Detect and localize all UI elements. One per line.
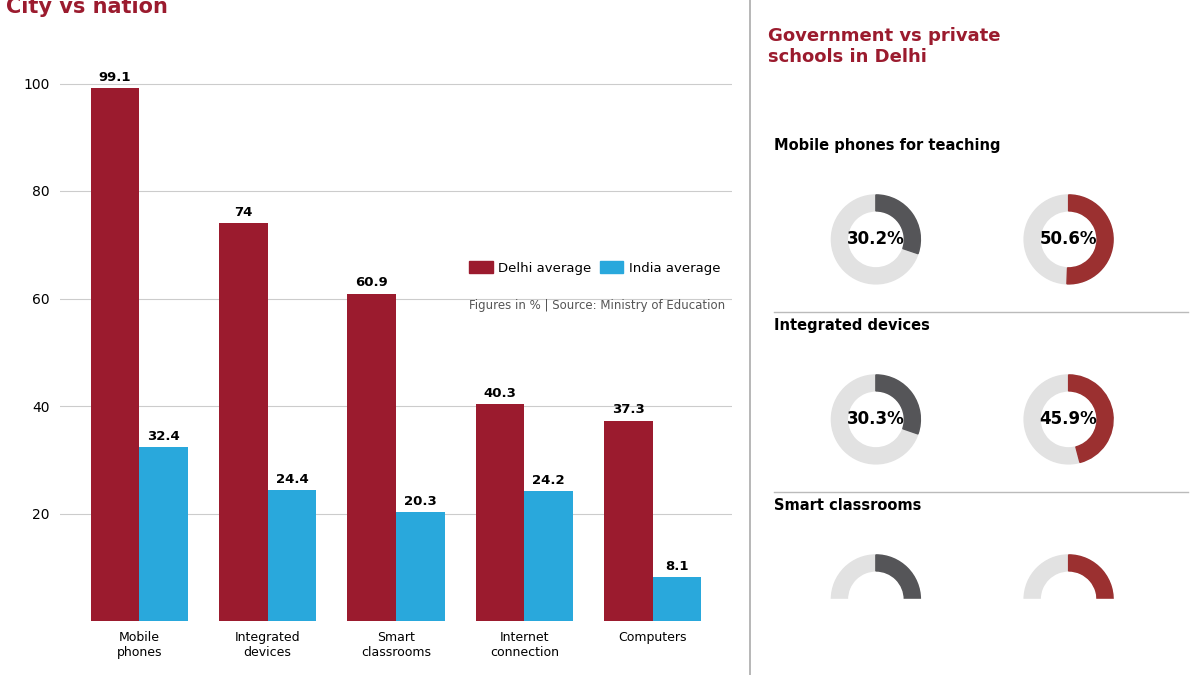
Text: 45.9%: 45.9% [1039, 410, 1098, 429]
Text: 60.9: 60.9 [355, 276, 388, 290]
Text: Government vs private
schools in Delhi: Government vs private schools in Delhi [768, 27, 1001, 65]
Bar [604, 421, 653, 621]
Bar [139, 447, 188, 621]
Wedge shape [832, 375, 920, 464]
Text: Smart classrooms: Smart classrooms [774, 498, 922, 514]
Text: 20.3: 20.3 [404, 495, 437, 508]
Bar [268, 490, 317, 621]
Text: City vs nation: City vs nation [6, 0, 168, 18]
Bar [653, 578, 702, 621]
Wedge shape [1069, 375, 1114, 462]
Text: 24.4: 24.4 [276, 472, 308, 485]
Wedge shape [876, 555, 920, 599]
Text: 74: 74 [234, 206, 252, 219]
Text: 99.1: 99.1 [98, 71, 131, 84]
Bar [1015, 599, 1122, 653]
Text: Mobile phones for teaching: Mobile phones for teaching [774, 138, 1001, 153]
Wedge shape [1024, 195, 1114, 284]
Bar [822, 599, 929, 653]
Wedge shape [1055, 555, 1114, 644]
Text: 8.1: 8.1 [665, 560, 689, 573]
Bar [396, 512, 445, 621]
Wedge shape [1067, 195, 1114, 284]
Wedge shape [1024, 555, 1114, 644]
Text: 30.2%: 30.2% [847, 230, 905, 248]
Text: 32.4: 32.4 [148, 429, 180, 443]
Bar [347, 294, 396, 621]
Bar [90, 88, 139, 621]
Bar [475, 404, 524, 621]
Text: 37.3: 37.3 [612, 403, 644, 416]
Text: 50.6%: 50.6% [1040, 230, 1097, 248]
Legend: Delhi average, India average: Delhi average, India average [464, 256, 726, 280]
Wedge shape [1024, 375, 1114, 464]
Wedge shape [876, 195, 920, 254]
Bar [218, 223, 268, 621]
Wedge shape [832, 555, 920, 644]
Text: 30.3%: 30.3% [847, 410, 905, 429]
Wedge shape [876, 375, 920, 434]
Text: 24.2: 24.2 [533, 474, 565, 487]
Text: Figures in % | Source: Ministry of Education: Figures in % | Source: Ministry of Educa… [469, 299, 725, 312]
Wedge shape [832, 195, 920, 284]
Text: 40.3: 40.3 [484, 387, 516, 400]
Bar [524, 491, 574, 621]
Text: Integrated devices: Integrated devices [774, 319, 930, 333]
